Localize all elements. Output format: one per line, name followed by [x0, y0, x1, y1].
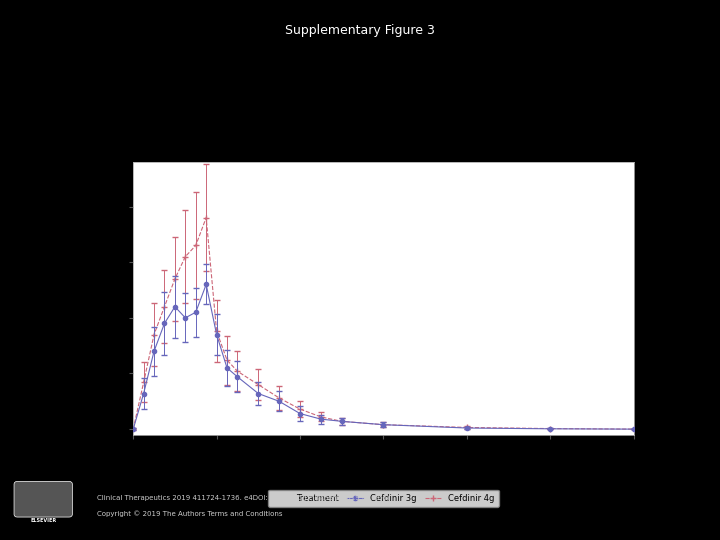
Text: Supplementary Figure 3: Supplementary Figure 3 — [285, 24, 435, 37]
Text: Clinical Therapeutics 2019 411724-1736. e4DOI: (10.1016/j.clinthera.2019.07.006): Clinical Therapeutics 2019 411724-1736. … — [97, 494, 390, 501]
Text: ELSEVIER: ELSEVIER — [30, 518, 56, 523]
Legend: Treatment, Cefdinir 3g, Cefdinir 4g: Treatment, Cefdinir 3g, Cefdinir 4g — [268, 490, 499, 507]
Text: Copyright © 2019 The Authors Terms and Conditions: Copyright © 2019 The Authors Terms and C… — [97, 510, 283, 517]
X-axis label: Time (hours): Time (hours) — [352, 458, 415, 468]
Y-axis label: Concentration (µg/mL): Concentration (µg/mL) — [94, 251, 103, 346]
FancyBboxPatch shape — [14, 482, 72, 517]
